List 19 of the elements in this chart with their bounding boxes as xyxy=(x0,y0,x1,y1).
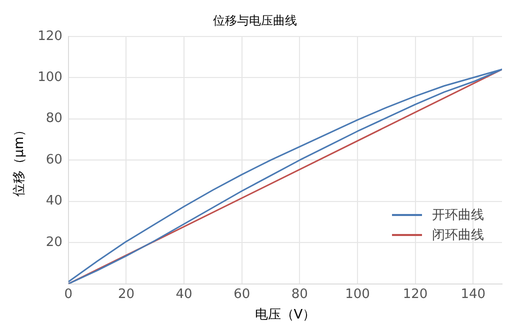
x-tick-label: 60 xyxy=(234,286,250,302)
legend-label: 闭环曲线 xyxy=(432,227,484,244)
y-axis-title: 位移（μm） xyxy=(12,124,28,197)
x-tick-label: 120 xyxy=(402,286,428,302)
x-tick-label: 0 xyxy=(64,286,73,302)
y-tick-label: 40 xyxy=(46,194,62,209)
x-tick-label: 80 xyxy=(291,286,308,302)
x-axis-title: 电压（V） xyxy=(254,308,316,323)
y-tick-label: 80 xyxy=(46,111,62,126)
y-tick-label: 100 xyxy=(38,70,62,86)
x-tick-label: 20 xyxy=(118,286,134,302)
x-tick-label: 140 xyxy=(460,286,486,302)
x-tick-label: 100 xyxy=(345,286,370,302)
chart-title: 位移与电压曲线 xyxy=(213,13,297,28)
legend-label: 开环曲线 xyxy=(432,207,484,224)
y-tick-label: 20 xyxy=(46,234,62,250)
y-tick-label: 60 xyxy=(46,152,62,168)
y-tick-label: 120 xyxy=(38,28,62,44)
x-tick-label: 40 xyxy=(176,286,192,302)
